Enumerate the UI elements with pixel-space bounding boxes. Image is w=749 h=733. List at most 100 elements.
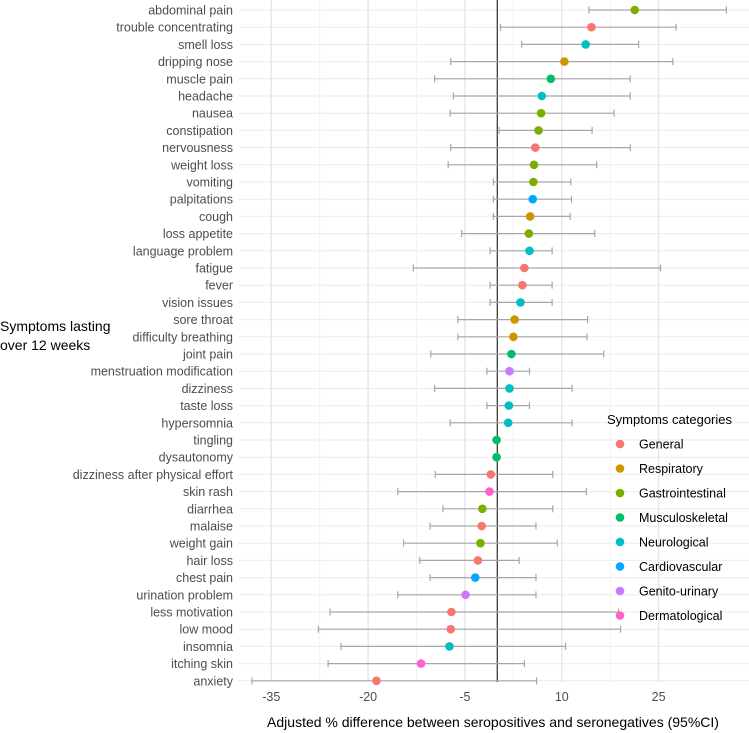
error-bar-fatigue	[412, 264, 662, 272]
y-axis-title-line-1: Symptoms lasting	[0, 318, 110, 334]
x-tick-10: 10	[555, 690, 569, 704]
y-tick-language-problem: language problem	[133, 244, 233, 258]
point-anxiety	[372, 676, 381, 686]
y-tick-vision-issues: vision issues	[162, 296, 233, 310]
y-tick-trouble-concentrating: trouble concentrating	[116, 21, 233, 35]
error-bar-smell-loss	[521, 40, 640, 48]
error-bar-difficulty-breathing	[457, 333, 588, 341]
point-taste-loss	[504, 401, 514, 410]
y-tick-urination-problem: urination problem	[136, 588, 233, 602]
y-axis-title: Symptoms lasting over 12 weeks	[0, 318, 110, 353]
error-bar-language-problem	[489, 247, 553, 255]
y-tick-anxiety: anxiety	[193, 674, 233, 688]
y-tick-constipation: constipation	[166, 124, 233, 138]
legend-label-dermatological: Dermatological	[639, 609, 722, 623]
x-tick-5: -5	[459, 690, 470, 704]
y-tick-dizziness-after-physical-effort: dizziness after physical effort	[73, 468, 234, 482]
y-tick-less-motivation: less motivation	[150, 606, 233, 620]
y-tick-hypersomnia: hypersomnia	[161, 416, 233, 430]
error-bar-weight-loss	[447, 161, 598, 169]
error-bar-low-mood	[317, 625, 622, 633]
y-tick-abdominal-pain: abdominal pain	[148, 4, 233, 18]
error-bar-nausea	[449, 109, 615, 117]
x-tick-labels: -35 -20 -5 10 25	[262, 690, 665, 704]
error-bar-anxiety	[251, 677, 538, 685]
error-bar-constipation	[498, 126, 593, 134]
point-headache	[537, 91, 547, 101]
legend-item-general: General	[615, 438, 683, 452]
x-tick-35: -35	[262, 690, 280, 704]
point-less-motivation	[447, 607, 456, 617]
error-bar-diarrhea	[442, 505, 554, 513]
point-abdominal-pain	[630, 5, 640, 15]
error-bar-nervousness	[450, 144, 631, 152]
legend-label-gastrointestinal: Gastrointestinal	[639, 487, 726, 501]
point-vomiting	[529, 177, 538, 187]
point-dizziness	[505, 384, 514, 393]
legend-key-gastrointestinal	[615, 488, 625, 498]
y-tick-muscle-pain: muscle pain	[166, 72, 233, 86]
error-bar-dizziness	[434, 384, 573, 392]
y-tick-diarrhea: diarrhea	[187, 502, 233, 516]
y-tick-dripping-nose: dripping nose	[158, 55, 233, 69]
point-fatigue	[520, 263, 529, 273]
y-tick-menstruation-modification: menstruation modification	[91, 365, 233, 379]
point-loss-appetite	[524, 229, 534, 238]
legend-label-cardiovascular: Cardiovascular	[639, 560, 722, 574]
error-bar-abdominal-pain	[588, 6, 728, 14]
y-tick-nervousness: nervousness	[162, 141, 233, 155]
y-tick-low-mood: low mood	[180, 623, 234, 637]
y-tick-fatigue: fatigue	[195, 262, 233, 276]
legend-key-musculoskeletal	[615, 513, 625, 522]
error-bar-chest-pain	[429, 574, 537, 582]
point-low-mood	[446, 624, 456, 634]
y-tick-labels: abdominal pain trouble concentrating smell…	[73, 4, 234, 689]
legend-label-general: General	[639, 438, 683, 452]
point-insomnia	[445, 642, 454, 651]
point-dizziness-after-physical-effort	[486, 470, 496, 479]
legend-label-respiratory: Respiratory	[639, 462, 704, 476]
point-fever	[518, 280, 527, 290]
y-tick-taste-loss: taste loss	[180, 399, 233, 413]
y-axis-title-line-2: over 12 weeks	[0, 337, 90, 353]
legend-item-gastrointestinal: Gastrointestinal	[615, 487, 726, 501]
x-axis-title: Adjusted % difference between seropositi…	[267, 714, 719, 730]
error-bar-itching-skin	[327, 660, 525, 668]
point-dripping-nose	[560, 57, 569, 66]
point-cough	[525, 212, 535, 221]
legend-key-genito-urinary	[615, 586, 625, 596]
point-muscle-pain	[546, 74, 556, 84]
error-bar-hair-loss	[419, 556, 520, 564]
y-tick-hair-loss: hair loss	[186, 554, 233, 568]
y-tick-sore-throat: sore throat	[173, 313, 233, 327]
y-tick-vomiting: vomiting	[186, 176, 233, 190]
legend-key-cardiovascular	[615, 562, 625, 571]
legend-label-genito-urinary: Genito-urinary	[639, 585, 719, 599]
legend-key-neurological	[615, 537, 625, 547]
y-tick-malaise: malaise	[190, 520, 233, 534]
point-difficulty-breathing	[509, 332, 518, 342]
legend-item-cardiovascular: Cardiovascular	[615, 560, 722, 574]
legend-item-genito-urinary: Genito-urinary	[615, 585, 719, 599]
y-tick-smell-loss: smell loss	[178, 38, 233, 52]
point-smell-loss	[581, 40, 590, 49]
y-tick-skin-rash: skin rash	[183, 485, 233, 499]
point-language-problem	[525, 246, 534, 256]
point-menstruation-modification	[505, 366, 514, 376]
y-tick-weight-loss: weight loss	[170, 158, 233, 172]
point-hypersomnia	[503, 418, 513, 428]
point-hair-loss	[473, 556, 483, 565]
point-sore-throat	[510, 315, 519, 324]
legend: Symptoms categories General Respiratory Ga…	[607, 412, 732, 623]
y-tick-fever: fever	[205, 279, 233, 293]
y-tick-tingling: tingling	[193, 434, 233, 448]
legend-title: Symptoms categories	[607, 412, 732, 427]
point-skin-rash	[485, 487, 494, 496]
legend-label-musculoskeletal: Musculoskeletal	[639, 511, 728, 525]
legend-key-general	[615, 439, 625, 449]
point-constipation	[534, 126, 543, 135]
y-tick-joint-pain: joint pain	[182, 348, 233, 362]
y-tick-nausea: nausea	[192, 107, 233, 121]
